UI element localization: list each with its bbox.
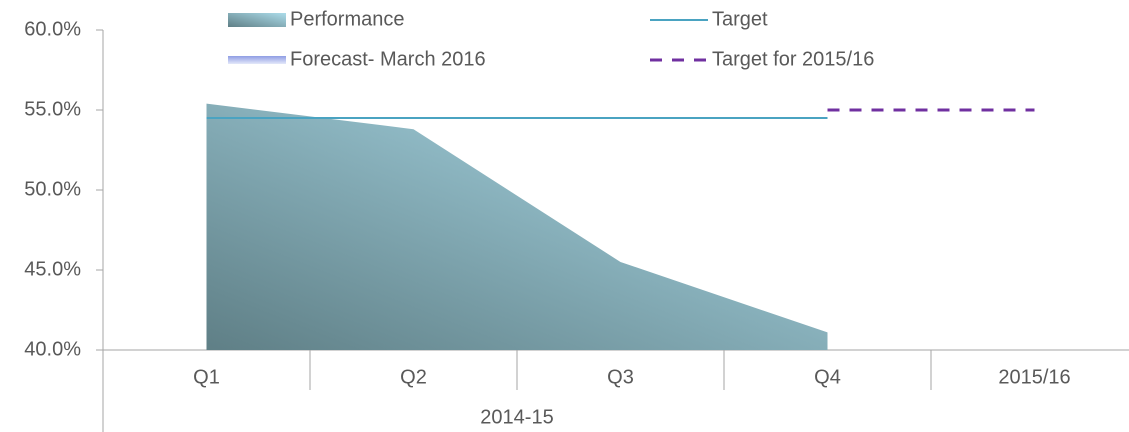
legend-swatch [228, 56, 286, 64]
legend-label: Target for 2015/16 [712, 48, 874, 70]
x-tick-label: Q3 [607, 366, 634, 388]
legend-swatch [228, 13, 286, 27]
y-tick-label: 45.0% [24, 258, 81, 280]
y-tick-label: 40.0% [24, 338, 81, 360]
legend-label: Performance [290, 8, 405, 30]
performance-area [206, 103, 828, 350]
y-tick-label: 50.0% [24, 178, 81, 200]
x-tick-label: Q2 [400, 366, 427, 388]
legend-label: Forecast- March 2016 [290, 48, 486, 70]
x-tick-label: Q4 [814, 366, 841, 388]
legend-label: Target [712, 8, 768, 30]
x-tick-label: Q1 [193, 366, 220, 388]
y-tick-label: 55.0% [24, 98, 81, 120]
x-tick-label: 2015/16 [998, 366, 1070, 388]
group-label: 2014-15 [480, 406, 553, 428]
y-tick-label: 60.0% [24, 18, 81, 40]
